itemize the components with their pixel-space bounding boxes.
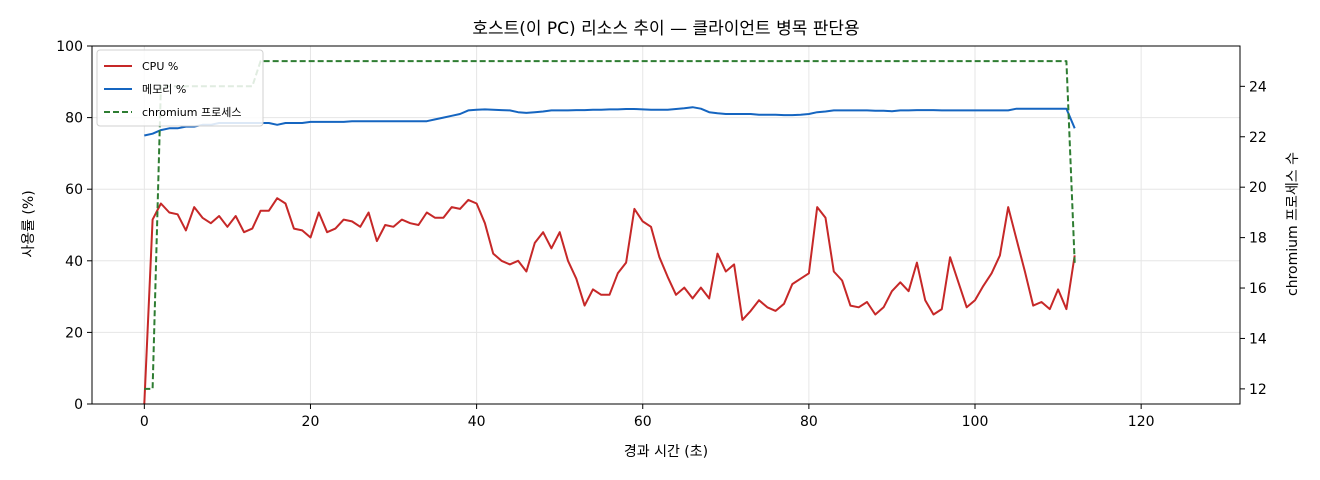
y-tick-label: 20 xyxy=(65,325,83,341)
legend: CPU % 메모리 % chromium 프로세스 xyxy=(96,49,264,127)
x-tick-label: 120 xyxy=(1128,414,1155,430)
legend-label: CPU % xyxy=(142,60,178,73)
y-axis-right-label: chromium 프로세스 수 xyxy=(1285,152,1301,296)
x-tick-label: 20 xyxy=(302,414,320,430)
series-line-0 xyxy=(143,197,1076,405)
y-tick-label: 80 xyxy=(65,111,83,127)
series-layer xyxy=(143,60,1076,405)
y-right-tick-label: 20 xyxy=(1249,180,1267,196)
legend-box xyxy=(96,49,264,127)
y-tick-label: 100 xyxy=(56,39,83,55)
y-right-tick-label: 22 xyxy=(1249,130,1267,146)
x-tick-label: 60 xyxy=(634,414,652,430)
chart-title: 호스트(이 PC) 리소스 추이 — 클라이언트 병목 판단용 xyxy=(472,19,859,39)
y-tick-label: 60 xyxy=(65,182,83,198)
y-right-tick-label: 14 xyxy=(1249,331,1267,347)
legend-label: chromium 프로세스 xyxy=(142,106,241,119)
y-axis-label: 사용률 (%) xyxy=(21,190,37,257)
plot-frame xyxy=(91,45,1241,405)
tick-layer: 0 20 40 60 80 100 120 0 20 40 60 80 100 12 14 16 18 20 22 2… xyxy=(56,39,1267,430)
x-axis-label: 경과 시간 (초) xyxy=(624,444,708,460)
y-right-tick-label: 16 xyxy=(1249,281,1267,297)
x-tick-label: 100 xyxy=(962,414,989,430)
y-right-tick-label: 24 xyxy=(1249,79,1267,95)
x-tick-label: 40 xyxy=(468,414,486,430)
y-tick-label: 40 xyxy=(65,254,83,270)
x-tick-label: 80 xyxy=(800,414,818,430)
series-line-1 xyxy=(144,106,1076,137)
y-tick-label: 0 xyxy=(74,397,83,413)
series-line-2 xyxy=(144,60,1076,390)
y-right-tick-label: 18 xyxy=(1249,231,1267,247)
x-tick-label: 0 xyxy=(140,414,149,430)
legend-label: 메모리 % xyxy=(142,83,186,96)
y-right-tick-label: 12 xyxy=(1249,382,1267,398)
